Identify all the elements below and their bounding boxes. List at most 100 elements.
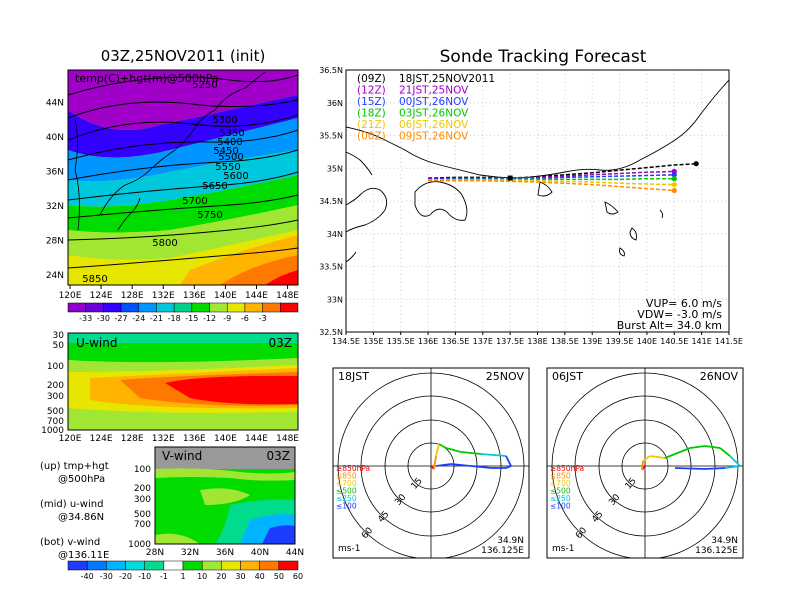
legend-code: (15Z)	[357, 96, 386, 108]
legend-text: 18JST,25NOV2011	[399, 73, 495, 85]
y-tick-label: 200	[47, 381, 64, 391]
hodograph-date: 26NOV	[700, 370, 739, 383]
colorbar-label: -9	[223, 314, 231, 323]
hodograph-legend-item: ≤100	[550, 502, 571, 511]
colorbar-cell	[278, 560, 299, 571]
hodograph-legend-item: ≤250	[550, 494, 571, 503]
y-tick-label: 36N	[46, 168, 64, 178]
hodograph-trace-segment	[450, 463, 472, 467]
colorbar-label: -40	[81, 572, 94, 581]
y-tick-label: 500	[134, 510, 151, 520]
track-map	[346, 70, 729, 332]
y-tick-label: 36N	[327, 99, 343, 108]
colorbar-label: -3	[259, 314, 267, 323]
colorbar-cell	[280, 302, 299, 313]
contour-label: 5850	[82, 274, 107, 285]
series-line	[428, 179, 675, 186]
y-tick-label: 1000	[128, 540, 151, 550]
y-tick-label: 33N	[327, 295, 343, 304]
x-tick-label: 32N	[181, 548, 199, 558]
hodograph-trace-segment	[704, 445, 721, 449]
x-tick-label: 135E	[363, 337, 383, 346]
hodograph-legend-item: ≤700	[336, 479, 357, 488]
y-tick-label: 300	[134, 495, 151, 505]
y-tick-label: 34.5N	[319, 197, 343, 206]
y-tick-label: 500	[47, 407, 64, 417]
u-wind-x-axis: 120E 124E 128E 132E 136E 140E 144E 148E	[59, 434, 300, 444]
legend-code: (21Z)	[357, 119, 386, 131]
x-tick-label: 28N	[146, 548, 164, 558]
y-tick-label: 200	[134, 484, 151, 494]
colorbar-label: 60	[293, 572, 303, 581]
burst-label: Burst Alt= 34.0 km	[617, 319, 722, 332]
contour-label: 5400	[217, 137, 242, 148]
x-tick-label: 44N	[286, 548, 304, 558]
x-tick-label: 128E	[121, 434, 144, 444]
up-label: (up) tmp+hgt	[40, 461, 109, 472]
launch-point-marker	[507, 175, 513, 181]
hodograph-trace-segment	[641, 460, 644, 471]
hodograph-lat: 34.9N	[497, 536, 524, 546]
x-tick-label: 141E	[691, 337, 711, 346]
hodograph-trace-segment	[649, 455, 666, 459]
x-tick-label: 144E	[245, 434, 268, 444]
legend-text: 00JST,26NOV	[399, 96, 469, 108]
contour-label: 5350	[219, 128, 244, 139]
contour-label: 5500	[218, 152, 243, 163]
contour-label: 5750	[197, 210, 222, 221]
x-tick-label: 137.5E	[496, 337, 524, 346]
y-tick-label: 50	[53, 341, 65, 351]
hodograph-trace-segment	[674, 467, 706, 470]
u-wind-title: U-wind	[76, 336, 117, 350]
colorbar-cell	[85, 302, 104, 313]
track-y-axis: 32.5N 33N 33.5N 34N 34.5N 35N 35.5N 36N 36.5N	[319, 66, 343, 337]
series-endpoint	[693, 161, 699, 167]
hodograph-legend-item: ≤850	[336, 472, 357, 481]
hodograph-trace-segment	[435, 463, 452, 467]
x-tick-label: 124E	[90, 291, 113, 301]
v-wind-title: V-wind	[162, 449, 202, 463]
hodograph-trace-segment	[674, 447, 691, 455]
colorbar-label: -6	[241, 314, 249, 323]
colorbar-cell	[163, 560, 184, 571]
hodograph-legend-item: ≥850hPa	[336, 464, 370, 473]
series-line	[428, 179, 675, 192]
y-tick-label: 700	[47, 417, 64, 427]
x-tick-label: 140E	[214, 291, 237, 301]
colorbar-label: -15	[185, 314, 198, 323]
v-wind-x-axis: 28N 32N 36N 40N 44N	[146, 548, 304, 558]
y-tick-label: 35N	[327, 164, 343, 173]
y-tick-label: 40N	[46, 133, 64, 143]
x-tick-label: 141.5E	[715, 337, 743, 346]
hodograph-time: 18JST	[338, 370, 369, 383]
contour-label: 5800	[152, 238, 177, 249]
series-endpoint	[671, 176, 677, 182]
x-tick-label: 136E	[183, 434, 206, 444]
y-tick-label: 32.5N	[319, 328, 343, 337]
legend-text: 03JST,26NOV	[399, 108, 469, 120]
y-tick-label: 1000	[41, 426, 64, 436]
hodograph-unit: ms-1	[552, 544, 574, 554]
hodograph-date: 25NOV	[486, 370, 525, 383]
colorbar-label: 50	[274, 572, 284, 581]
hodograph-trace-segment	[505, 455, 512, 467]
x-tick-label: 138E	[527, 337, 547, 346]
colorbar-cell	[244, 302, 263, 313]
y-tick-label: 100	[134, 465, 151, 475]
mid-label: (mid) u-wind	[40, 499, 104, 510]
x-tick-label: 138.5E	[551, 337, 579, 346]
panel-descriptions: (up) tmp+hgt @500hPa (mid) u-wind @34.86…	[40, 460, 160, 574]
hodograph-trace-segment	[704, 467, 726, 470]
x-tick-label: 140E	[214, 434, 237, 444]
colorbar-label: 40	[255, 572, 265, 581]
hodograph-legend-item: ≤850	[550, 472, 571, 481]
u-wind-time: 03Z	[269, 336, 293, 350]
x-tick-label: 139.5E	[606, 337, 634, 346]
legend-code: (18Z)	[357, 108, 386, 120]
x-tick-label: 136.5E	[441, 337, 469, 346]
colorbar-label: -10	[138, 572, 151, 581]
x-tick-label: 120E	[59, 434, 82, 444]
